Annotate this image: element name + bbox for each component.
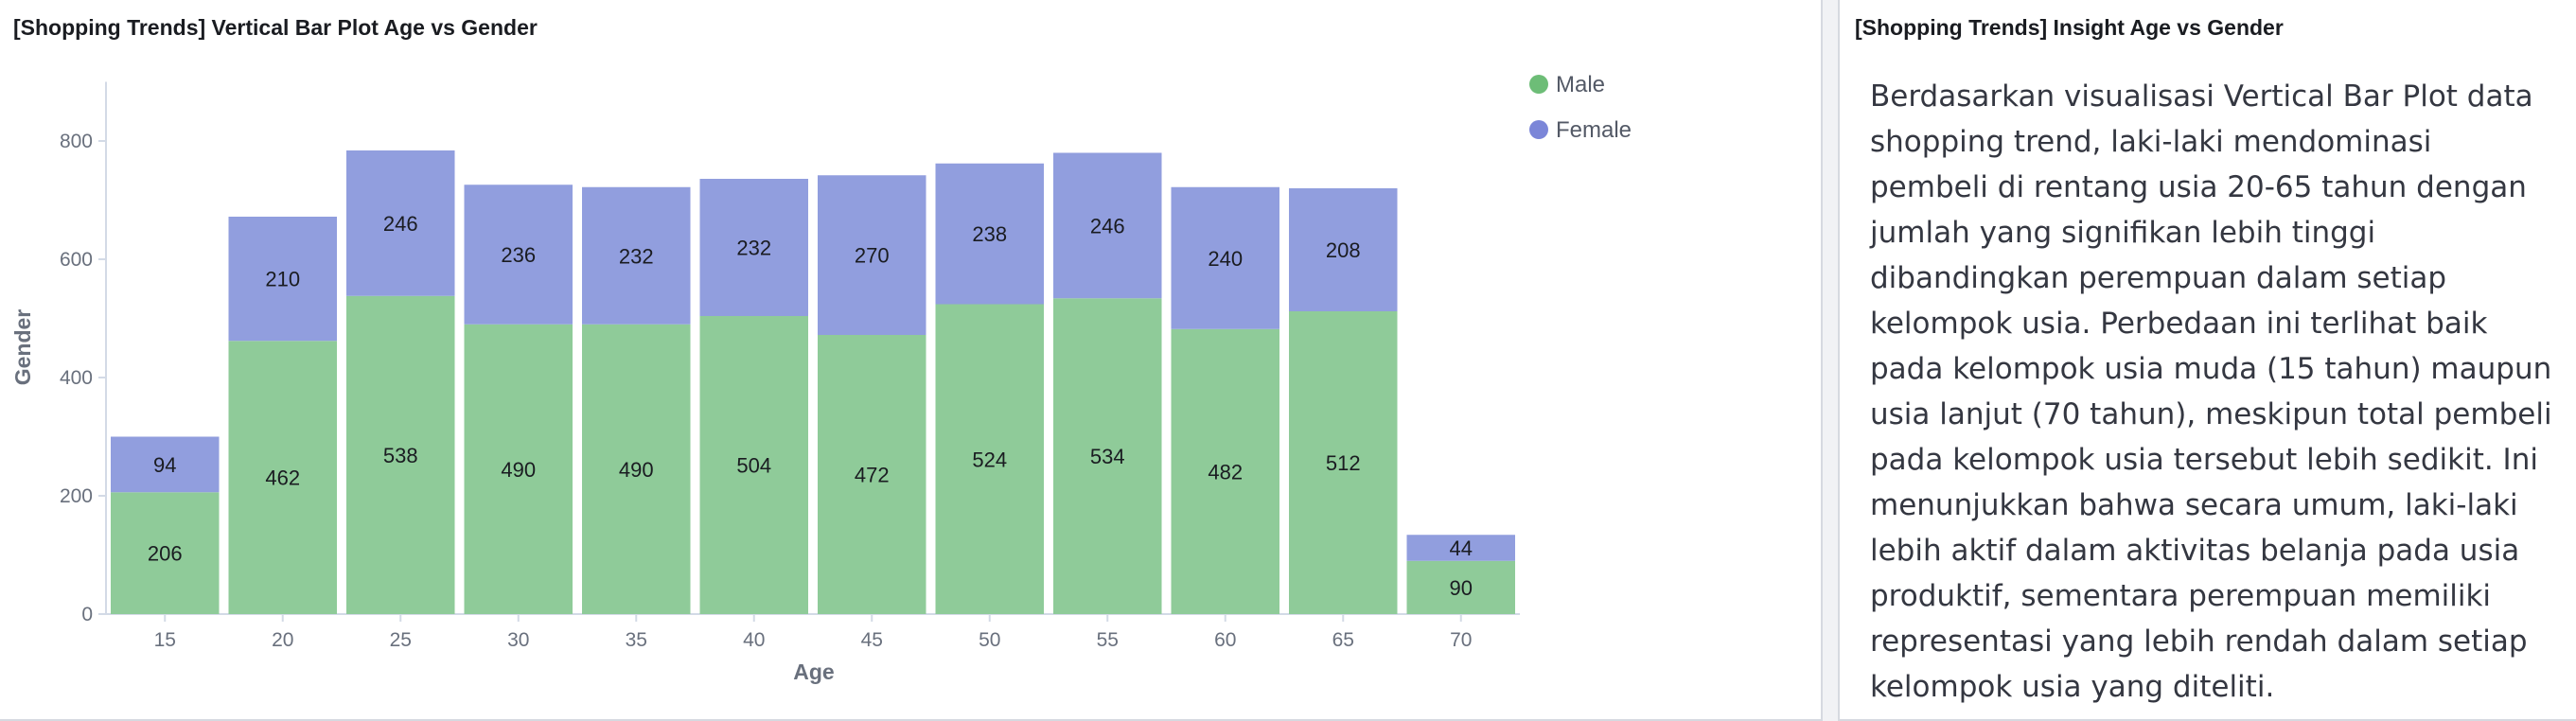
- y-tick-label: 400: [60, 367, 93, 389]
- x-tick-label: 30: [507, 629, 529, 651]
- bar-value-label: 90: [1450, 576, 1473, 600]
- bar-female: [818, 175, 926, 335]
- bar-value-label: 246: [1090, 214, 1125, 237]
- bar-value-label: 240: [1208, 247, 1243, 271]
- bar-female: [582, 186, 691, 325]
- bar-female: [346, 150, 455, 296]
- bar-value-label: 232: [736, 237, 771, 260]
- bar-value-label: 246: [383, 212, 418, 236]
- bar-value-label: 524: [972, 448, 1007, 471]
- x-tick-label: 55: [1097, 629, 1119, 651]
- bar-female: [1171, 186, 1279, 329]
- y-tick-label: 200: [60, 485, 93, 507]
- bar-male: [582, 324, 691, 614]
- x-tick-label: 40: [743, 629, 765, 651]
- x-tick-label: 60: [1214, 629, 1236, 651]
- bar-female: [1053, 152, 1162, 299]
- bar-male: [1053, 298, 1162, 614]
- insight-panel-title: [Shopping Trends] Insight Age vs Gender: [1855, 15, 2284, 40]
- legend-label-male: Male: [1556, 72, 1605, 97]
- bar-female: [1406, 535, 1515, 561]
- bar-value-label: 512: [1326, 451, 1361, 475]
- bar-male: [1406, 560, 1515, 614]
- bar-value-label: 534: [1090, 445, 1125, 468]
- bar-value-label: 472: [855, 464, 890, 487]
- bar-male: [111, 492, 220, 614]
- x-tick-label: 25: [390, 629, 412, 651]
- y-tick-label: 600: [60, 249, 93, 271]
- bar-value-label: 538: [383, 444, 418, 467]
- bar-female: [935, 163, 1044, 305]
- chart-panel-title: [Shopping Trends] Vertical Bar Plot Age …: [13, 15, 538, 40]
- chart-legend: Male Female: [1529, 72, 1632, 143]
- x-tick-label: 15: [154, 629, 176, 651]
- bar-male: [699, 316, 808, 614]
- bar-female: [1289, 188, 1398, 311]
- x-tick-label: 45: [861, 629, 883, 651]
- bar-value-label: 490: [501, 458, 536, 482]
- x-tick-label: 50: [979, 629, 1000, 651]
- bar-value-label: 482: [1208, 460, 1243, 484]
- bar-value-label: 238: [972, 222, 1007, 246]
- chart-panel: [Shopping Trends] Vertical Bar Plot Age …: [0, 0, 1823, 721]
- bar-male: [1289, 311, 1398, 614]
- y-tick-label: 800: [60, 131, 93, 152]
- chart-axes: 0 200 400 600 800 15 20 25 30 35 40 45 50 55 60 65 70: [60, 81, 1520, 651]
- stacked-bar-chart: 0 200 400 600 800 15 20 25 30 35 40 45 50 55 60 65 70 20…: [10, 72, 1632, 684]
- bar-male: [935, 304, 1044, 614]
- x-tick-label: 20: [272, 629, 293, 651]
- bar-value-label: 462: [265, 466, 300, 490]
- bar-female: [464, 185, 573, 325]
- bar-value-label: 94: [153, 453, 176, 477]
- y-tick-label: 0: [81, 604, 93, 625]
- bar-value-label: 504: [736, 454, 771, 478]
- bar-value-label: 236: [501, 243, 536, 267]
- insight-text: Berdasarkan visualisasi Vertical Bar Plo…: [1870, 79, 2552, 704]
- bar-value-label: 490: [619, 458, 654, 482]
- bar-value-label: 270: [855, 244, 890, 268]
- legend-label-female: Female: [1556, 117, 1632, 143]
- bar-value-label: 206: [148, 542, 183, 566]
- bar-value-label: 208: [1326, 238, 1361, 262]
- bar-value-label: 232: [619, 244, 654, 268]
- x-axis-title: Age: [793, 659, 834, 684]
- bar-value-label: 210: [265, 268, 300, 291]
- bar-male: [346, 295, 455, 614]
- legend-swatch-male: [1529, 75, 1548, 94]
- insight-panel: [Shopping Trends] Insight Age vs Gender …: [1838, 0, 2576, 721]
- chart-bars: 206 94 462 210 538 246 490 236 490 232 504 232 472 27…: [111, 150, 1515, 614]
- bar-male: [228, 341, 337, 614]
- bar-male: [1171, 328, 1279, 614]
- x-tick-label: 65: [1332, 629, 1354, 651]
- bar-female: [111, 436, 220, 493]
- bar-female: [699, 179, 808, 316]
- bar-value-label: 44: [1450, 536, 1473, 560]
- x-tick-label: 35: [626, 629, 647, 651]
- y-axis-title: Gender: [10, 309, 35, 386]
- bar-male: [818, 335, 926, 614]
- x-tick-label: 70: [1450, 629, 1472, 651]
- legend-swatch-female: [1529, 120, 1548, 139]
- bar-female: [228, 217, 337, 342]
- bar-male: [464, 324, 573, 614]
